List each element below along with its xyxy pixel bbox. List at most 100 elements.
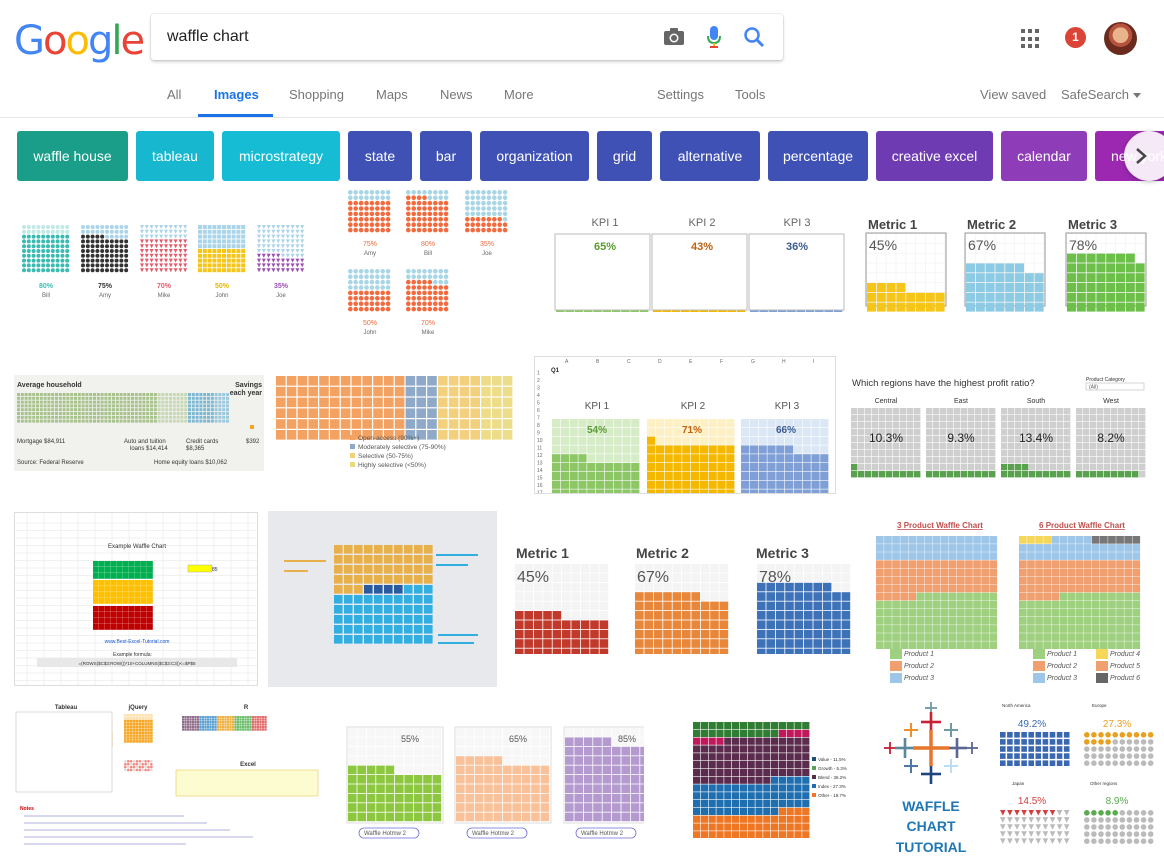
- image-result-2[interactable]: 75% Amy 80% Bill 35% Joe 50% John 70% Mi…: [340, 188, 525, 340]
- image-result-10[interactable]: [268, 511, 497, 687]
- waffle-cell: [995, 302, 1005, 312]
- tab-shopping[interactable]: Shopping: [289, 87, 344, 102]
- image-result-1[interactable]: 80% Bill 75% Amy 70% Mike 50% John 35% J…: [14, 205, 314, 315]
- waffle-cell: [89, 393, 93, 396]
- image-result-14[interactable]: 55% 65% 85% Waffle Hotmw 2 Waffle Hotmw …: [344, 722, 644, 842]
- waffle-cell: [135, 612, 141, 618]
- tab-images[interactable]: Images: [214, 87, 259, 102]
- waffle-cell: [562, 592, 571, 601]
- waffle-cell: [384, 635, 393, 644]
- image-result-12[interactable]: 3 Product Waffle Chart 6 Product Waffle …: [872, 516, 1158, 688]
- waffle-cell: [565, 728, 574, 737]
- tab-maps[interactable]: Maps: [376, 87, 408, 102]
- waffle-cell: [841, 582, 851, 592]
- waffle-cell: [533, 564, 543, 573]
- waffle-cell: [132, 734, 136, 737]
- waffle-cell: [222, 229, 226, 234]
- image-result-13[interactable]: Tableau jQuery R Excel Notes: [14, 700, 332, 848]
- waffle-cell: [673, 427, 682, 436]
- chip-bar[interactable]: bar: [420, 131, 472, 181]
- waffle-cell: [176, 419, 180, 423]
- waffle-cell: [135, 580, 141, 586]
- image-result-5[interactable]: Average household Savings each year Mort…: [14, 375, 264, 471]
- waffle-cell: [515, 601, 524, 611]
- legend-swatch: [1033, 649, 1045, 659]
- image-result-11[interactable]: Metric 1 Metric 2 Metric 3 45% 67% 78%: [510, 540, 862, 654]
- row-header: 8: [537, 423, 540, 429]
- waffle-cell: [184, 408, 188, 412]
- view-saved-link[interactable]: View saved: [980, 87, 1047, 102]
- waffle-cell: [456, 775, 465, 784]
- waffle-cell: [653, 620, 663, 629]
- chip-creative-excel[interactable]: creative excel: [876, 131, 993, 181]
- waffle-cell: [236, 253, 241, 258]
- search-input[interactable]: [167, 26, 647, 48]
- waffle-cell: [884, 608, 892, 617]
- waffle-cell: [708, 823, 716, 831]
- waffle-cell: [369, 190, 375, 195]
- tab-all[interactable]: All: [167, 87, 182, 102]
- chip-calendar[interactable]: calendar: [1001, 131, 1087, 181]
- waffle-cell: [1083, 443, 1090, 450]
- waffle-cell: [1091, 568, 1100, 577]
- image-result-8[interactable]: Which regions have the highest profit ra…: [848, 370, 1158, 478]
- chips-next-button[interactable]: [1124, 131, 1164, 181]
- waffle-cell: [180, 400, 184, 404]
- chip-organization[interactable]: organization: [480, 131, 589, 181]
- waffle-cell: [384, 555, 393, 564]
- waffle-cell: [981, 568, 989, 577]
- waffle-cell: [492, 206, 497, 211]
- image-result-15[interactable]: Value - 11.5% Growth - 5.3% Blend - 36.2…: [690, 720, 860, 838]
- waffle-cell: [364, 200, 369, 206]
- waffle-cell: [281, 268, 285, 273]
- google-logo[interactable]: Google: [14, 18, 145, 64]
- image-result-6[interactable]: Open-access (90%+) Moderately selective …: [274, 374, 522, 474]
- waffle-cell: [231, 225, 236, 229]
- waffle-cell: [583, 793, 593, 803]
- waffle-cell: [149, 263, 154, 268]
- waffle-cell: [1035, 633, 1043, 641]
- safesearch-menu[interactable]: SafeSearch: [1061, 87, 1141, 102]
- waffle-cell: [947, 429, 954, 436]
- waffle-cell: [344, 625, 353, 634]
- image-result-16[interactable]: WAFFLE CHART TUTORIAL: [880, 700, 982, 860]
- waffle-cell: [85, 408, 89, 412]
- waffle-cell: [673, 471, 682, 480]
- tools-link[interactable]: Tools: [735, 87, 766, 102]
- camera-icon[interactable]: [661, 24, 687, 50]
- waffle-cell: [348, 784, 357, 793]
- waffle-cell: [226, 258, 231, 263]
- image-result-3[interactable]: KPI 1 KPI 2 KPI 3 65% 43% 36%: [550, 212, 846, 312]
- waffle-cell: [184, 716, 187, 719]
- waffle-cell: [1029, 429, 1036, 436]
- image-result-9[interactable]: Example Waffle Chart 85 www.Best-Excel-T…: [14, 512, 258, 686]
- waffle-cell: [691, 592, 700, 601]
- chip-percentage[interactable]: percentage: [768, 131, 868, 181]
- chip-alternative[interactable]: alternative: [660, 131, 760, 181]
- waffle-cell: [1075, 592, 1084, 601]
- chevron-right-icon: [1136, 148, 1147, 164]
- waffle-cell: [105, 268, 109, 273]
- waffle-cell: [187, 728, 190, 731]
- settings-link[interactable]: Settings: [657, 87, 704, 102]
- waffle-cell: [900, 584, 908, 593]
- waffle-cell: [207, 726, 210, 729]
- tab-more[interactable]: More: [504, 87, 534, 102]
- chip-tableau[interactable]: tableau: [136, 131, 214, 181]
- waffle-cell: [36, 244, 41, 249]
- image-result-7[interactable]: Q1 KPI 1 KPI 2 KPI 3 ABCDEFGHIJ123456789…: [534, 356, 836, 494]
- waffle-cell: [226, 249, 231, 253]
- chip-grid[interactable]: grid: [597, 131, 652, 181]
- notifications-badge[interactable]: 1: [1065, 27, 1086, 48]
- image-result-4[interactable]: Metric 1 Metric 2 Metric 3 45% 67% 78%: [862, 212, 1158, 312]
- chip-state[interactable]: state: [348, 131, 412, 181]
- chip-waffle-house[interactable]: waffle house: [17, 131, 128, 181]
- apps-grid-icon[interactable]: [1021, 29, 1041, 49]
- microphone-icon[interactable]: [701, 24, 727, 50]
- waffle-cell: [65, 258, 70, 263]
- avatar[interactable]: [1104, 22, 1137, 55]
- waffle-cell: [308, 430, 318, 440]
- tab-news[interactable]: News: [440, 87, 473, 102]
- chip-microstrategy[interactable]: microstrategy: [222, 131, 340, 181]
- search-icon[interactable]: [741, 24, 767, 50]
